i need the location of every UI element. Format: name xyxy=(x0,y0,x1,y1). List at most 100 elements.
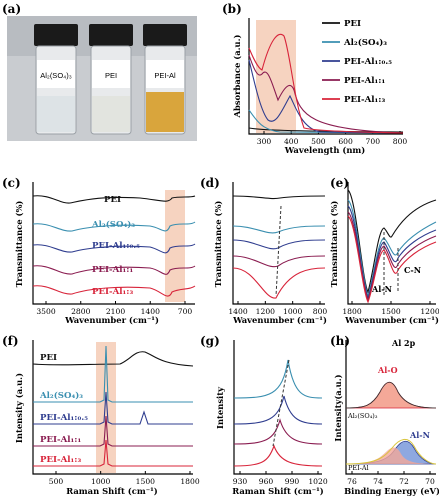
e-tick-label: 1200 xyxy=(420,307,439,316)
b-legend-label: PEI-Al₁:₃ xyxy=(344,95,385,105)
panel-g: (g) Intensity 930 960 990 1020 Raman Shift … xyxy=(200,334,328,496)
panel-d-label: (d) xyxy=(200,176,220,190)
g-tick-label: 930 xyxy=(233,477,248,486)
panel-f: (f) Intensity (a.u.) 500 1000 1500 1800 Ram… xyxy=(2,334,200,496)
c-label-r3: PEI-Al₁:₃ xyxy=(92,287,133,297)
shaded-region xyxy=(256,20,296,133)
panel-e-label: (e) xyxy=(330,176,349,190)
d-curve-r05 xyxy=(232,239,326,250)
b-ylabel: Absorbance (a.u.) xyxy=(232,34,242,118)
c-label-pei: PEI xyxy=(104,195,121,205)
b-curve-pei xyxy=(248,127,404,133)
e-curve-pei xyxy=(347,189,437,294)
h-tick-label: 70 xyxy=(425,477,435,486)
c-label-r1: PEI-Al₁:₁ xyxy=(92,265,133,275)
e-curve-al xyxy=(347,199,437,298)
b-tick-label: 300 xyxy=(257,137,272,146)
e-curve-r3 xyxy=(347,215,437,304)
f-shaded-region xyxy=(96,342,116,473)
f-curve-al xyxy=(33,345,193,403)
panel-a-label: (a) xyxy=(2,2,21,16)
d-curve-al xyxy=(232,225,326,234)
f-tick-label: 1000 xyxy=(91,477,110,486)
g-curve-r3 xyxy=(233,444,323,467)
h-xlabel: Binding Energy (eV) xyxy=(344,486,439,496)
vial-label-1: Al₂(SO₄)₃ xyxy=(40,71,72,80)
g-xlabel: Raman Shift (cm⁻¹) xyxy=(232,486,324,496)
g-curve-r05 xyxy=(233,395,323,425)
axis-g xyxy=(233,340,322,475)
c-label-al: Al₂(SO₄)₃ xyxy=(91,219,135,230)
c-tick-label: 3500 xyxy=(36,307,55,316)
e-xlabel: Wavenumber (cm⁻¹) xyxy=(344,315,439,325)
c-shaded-region xyxy=(165,190,185,302)
b-legend-label: PEI xyxy=(344,19,361,29)
f-label-r05: PEI-Al₁:₀.₅ xyxy=(40,413,88,423)
panel-f-label: (f) xyxy=(2,334,19,348)
b-curve-al xyxy=(248,109,404,134)
axis-d xyxy=(232,182,325,305)
vial-label-2: PEI xyxy=(105,71,117,80)
f-xlabel: Raman Shift (cm⁻¹) xyxy=(66,486,158,496)
b-curve-r1 xyxy=(248,54,404,134)
d-curve-r3 xyxy=(232,267,326,299)
panel-c-label: (c) xyxy=(2,176,21,190)
h-label-alo: Al-O xyxy=(377,365,398,375)
c-tick-label: 700 xyxy=(178,307,193,316)
f-curve-r1 xyxy=(33,415,193,447)
g-dashed-guide xyxy=(272,359,290,447)
d-curve-r1 xyxy=(232,255,326,268)
c-curve-r1 xyxy=(32,265,196,275)
d-curve-pei xyxy=(232,195,326,200)
g-tick-label: 1020 xyxy=(308,477,327,486)
f-label-al: Al₂(SO₄)₃ xyxy=(39,390,83,401)
vial-pei-al: PEI-Al xyxy=(143,24,187,135)
f-tick-label: 1800 xyxy=(180,477,199,486)
f-ylabel: Intensity (a.u.) xyxy=(14,373,24,443)
e-annotation-aln: Al-N xyxy=(371,284,392,294)
c-curve-r05 xyxy=(32,243,196,254)
axis-e xyxy=(347,182,436,305)
c-xlabel: Wavenumber (cm⁻¹) xyxy=(64,315,159,325)
b-legend-label: PEI-Al₁:₀.₅ xyxy=(344,57,392,67)
b-legend-label: Al₂(SO₄)₃ xyxy=(343,37,387,48)
e-curve-r1 xyxy=(347,211,437,302)
c-label-r05: PEI-Al₁:₀.₅ xyxy=(92,241,140,251)
b-xlabel: Wavelength (nm) xyxy=(284,145,366,155)
h-peak-alo-2 xyxy=(346,447,436,464)
panel-h-label: (h) xyxy=(330,334,350,348)
axis-h xyxy=(345,340,436,475)
panel-d: (d) Transmittance (%) 1400 1200 1000 800 Wa… xyxy=(200,176,327,325)
g-ylabel: Intensity xyxy=(215,386,225,429)
g-tick-label: 960 xyxy=(259,477,274,486)
h-peak-alo xyxy=(345,381,437,409)
vial-label-3: PEI-Al xyxy=(154,71,176,80)
d-ylabel: Transmittance (%) xyxy=(213,201,223,288)
f-label-r1: PEI-Al₁:₁ xyxy=(40,435,81,445)
f-curve-pei xyxy=(32,351,194,367)
b-legend: PEI Al₂(SO₄)₃ PEI-Al₁:₀.₅ PEI-Al₁:₁ PEI-Al₁:… xyxy=(322,19,392,105)
f-label-pei: PEI xyxy=(40,353,57,363)
e-tick-label: 1500 xyxy=(381,307,400,316)
panel-a: (a) Al₂(SO₄)₃ PEI PEI-Al xyxy=(2,2,197,141)
h-label-al2so43: Al₂(SO₄)₃ xyxy=(347,412,378,420)
d-tick-label: 1400 xyxy=(228,307,247,316)
b-tick-label: 400 xyxy=(284,137,299,146)
f-tick-label: 500 xyxy=(49,477,64,486)
e-dashed-guides xyxy=(383,232,399,296)
h-label-peial: PEI-Al xyxy=(348,464,369,472)
c-curve-pei xyxy=(32,195,196,204)
b-tick-label: 600 xyxy=(338,137,353,146)
d-tick-label: 1000 xyxy=(283,307,302,316)
h-ylabel: Intensity(a.u.) xyxy=(333,374,343,441)
b-tick-label: 800 xyxy=(393,137,408,146)
b-tick-label: 700 xyxy=(366,137,381,146)
h-title: Al 2p xyxy=(391,338,416,348)
vial-al2so43: Al₂(SO₄)₃ xyxy=(34,24,78,135)
f-curve-r3 xyxy=(33,439,193,467)
panel-b-label: (b) xyxy=(222,2,242,16)
c-tick-label: 2100 xyxy=(106,307,125,316)
c-curve-r3 xyxy=(32,285,196,297)
